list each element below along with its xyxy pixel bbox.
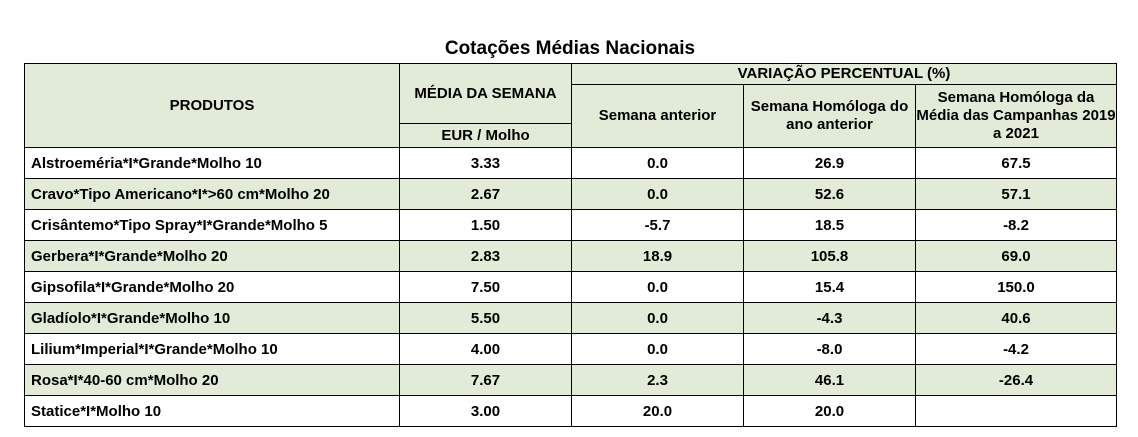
cell-semana-anterior: -5.7 (571, 209, 744, 241)
cell-campanhas: 69.0 (915, 240, 1117, 272)
cell-media: 2.83 (399, 240, 572, 272)
cell-media: 7.50 (399, 271, 572, 303)
cell-campanhas: 150.0 (915, 271, 1117, 303)
cell-campanhas: -26.4 (915, 364, 1117, 396)
table-body: Alstroeméria*I*Grande*Molho 10 3.33 0.0 26.… (24, 147, 1117, 427)
cell-media: 5.50 (399, 302, 572, 334)
cell-semana-homologa: 52.6 (743, 178, 916, 210)
cell-semana-anterior: 0.0 (571, 178, 744, 210)
cell-produto: Gerbera*I*Grande*Molho 20 (24, 240, 400, 272)
cell-semana-homologa: 46.1 (743, 364, 916, 396)
cell-campanhas: -8.2 (915, 209, 1117, 241)
header-semana-homologa: Semana Homóloga do ano anterior (743, 84, 916, 148)
table-row: Gerbera*I*Grande*Molho 20 2.83 18.9 105.8 69… (24, 240, 1117, 272)
cell-semana-homologa: 20.0 (743, 395, 916, 427)
cell-produto: Rosa*I*40-60 cm*Molho 20 (24, 364, 400, 396)
header-produtos: PRODUTOS (24, 63, 400, 148)
cell-semana-anterior: 18.9 (571, 240, 744, 272)
cell-produto: Crisântemo*Tipo Spray*I*Grande*Molho 5 (24, 209, 400, 241)
cell-campanhas (915, 395, 1117, 427)
cell-semana-homologa: 26.9 (743, 147, 916, 179)
table-row: Gipsofila*I*Grande*Molho 20 7.50 0.0 15.4 15… (24, 271, 1117, 303)
prices-table: PRODUTOS MÉDIA DA SEMANA VARIAÇÃO PERCEN… (24, 63, 1117, 427)
header-semana-anterior: Semana anterior (571, 84, 744, 148)
cell-produto: Gladíolo*I*Grande*Molho 10 (24, 302, 400, 334)
cell-campanhas: 67.5 (915, 147, 1117, 179)
table-row: Alstroeméria*I*Grande*Molho 10 3.33 0.0 26.… (24, 147, 1117, 179)
cell-media: 7.67 (399, 364, 572, 396)
cell-semana-anterior: 20.0 (571, 395, 744, 427)
cell-produto: Alstroeméria*I*Grande*Molho 10 (24, 147, 400, 179)
cell-media: 2.67 (399, 178, 572, 210)
table-row: Lilium*Imperial*I*Grande*Molho 10 4.00 0.0… (24, 333, 1117, 365)
cell-media: 3.33 (399, 147, 572, 179)
cell-semana-anterior: 0.0 (571, 302, 744, 334)
cell-media: 4.00 (399, 333, 572, 365)
table-title: Cotações Médias Nacionais (444, 38, 696, 59)
header-media-semana: MÉDIA DA SEMANA (399, 63, 572, 124)
cell-semana-homologa: 18.5 (743, 209, 916, 241)
table-row: Rosa*I*40-60 cm*Molho 20 7.67 2.3 46.1 -26.4 (24, 364, 1117, 396)
cell-semana-anterior: 0.0 (571, 271, 744, 303)
cell-campanhas: 40.6 (915, 302, 1117, 334)
table-row: Gladíolo*I*Grande*Molho 10 5.50 0.0 -4.3 40.… (24, 302, 1117, 334)
table-row: Cravo*Tipo Americano*I*>60 cm*Molho 20 2.… (24, 178, 1117, 210)
cell-semana-anterior: 0.0 (571, 147, 744, 179)
cell-media: 3.00 (399, 395, 572, 427)
cell-media: 1.50 (399, 209, 572, 241)
cell-semana-homologa: -8.0 (743, 333, 916, 365)
cell-produto: Lilium*Imperial*I*Grande*Molho 10 (24, 333, 400, 365)
cell-campanhas: -4.2 (915, 333, 1117, 365)
cell-semana-anterior: 0.0 (571, 333, 744, 365)
header-semana-homologa-campanhas: Semana Homóloga da Média das Campanhas 2… (915, 84, 1117, 148)
cell-semana-homologa: 105.8 (743, 240, 916, 272)
cell-campanhas: 57.1 (915, 178, 1117, 210)
cell-semana-anterior: 2.3 (571, 364, 744, 396)
header-variacao: VARIAÇÃO PERCENTUAL (%) (571, 63, 1117, 85)
cell-semana-homologa: 15.4 (743, 271, 916, 303)
header-unit: EUR / Molho (399, 123, 572, 148)
cell-produto: Statice*I*Molho 10 (24, 395, 400, 427)
cell-produto: Cravo*Tipo Americano*I*>60 cm*Molho 20 (24, 178, 400, 210)
table-row: Crisântemo*Tipo Spray*I*Grande*Molho 5 1.… (24, 209, 1117, 241)
table-row: Statice*I*Molho 10 3.00 20.0 20.0 (24, 395, 1117, 427)
cell-produto: Gipsofila*I*Grande*Molho 20 (24, 271, 400, 303)
cell-semana-homologa: -4.3 (743, 302, 916, 334)
